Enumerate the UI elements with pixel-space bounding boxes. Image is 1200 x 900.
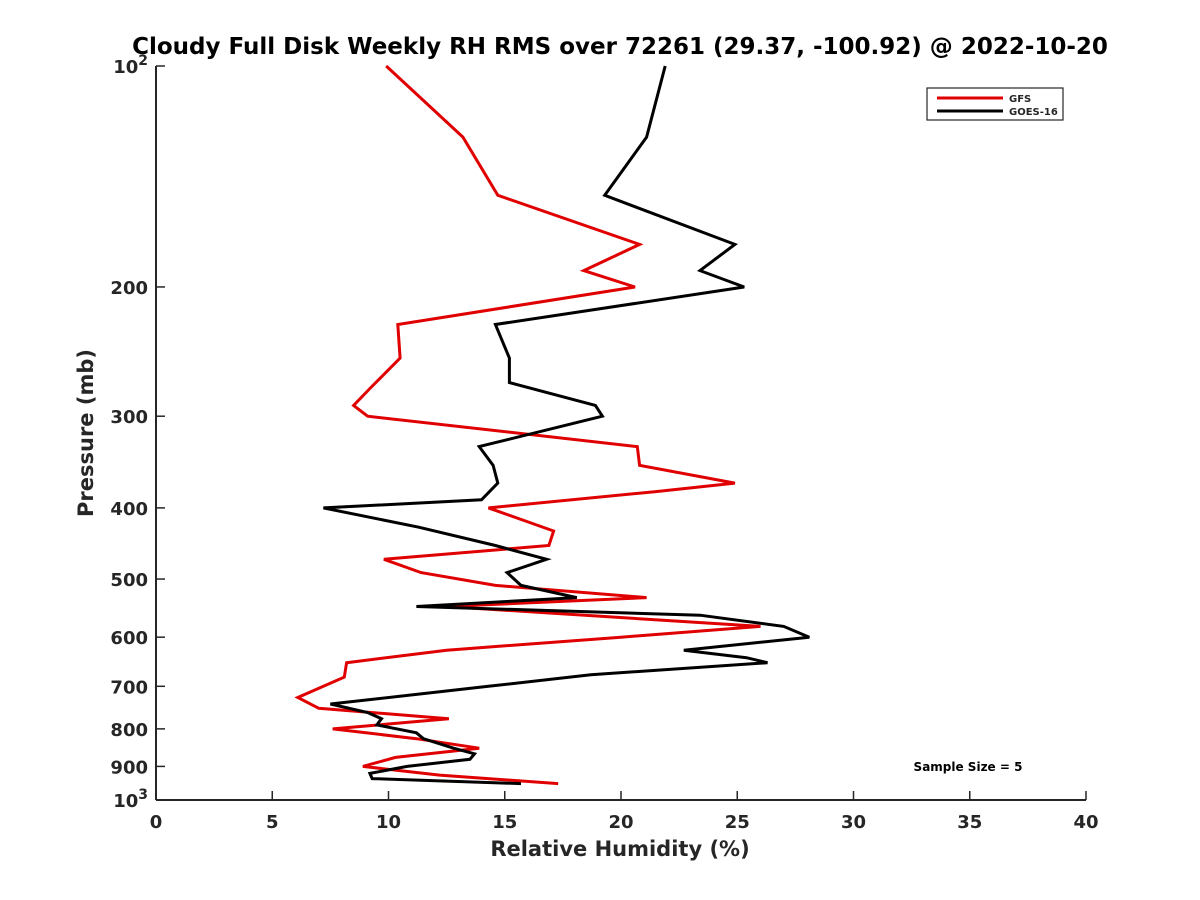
x-tick-label: 30: [841, 812, 866, 833]
y-tick-label: 200: [110, 278, 148, 299]
y-tick-label: 500: [110, 570, 148, 591]
x-tick-label: 25: [725, 812, 750, 833]
legend-label-gfs: GFS: [1009, 94, 1031, 105]
series-line-gfs: [294, 64, 761, 786]
x-tick-label: 20: [608, 812, 633, 833]
y-tick-label: 800: [110, 720, 148, 741]
y-tick-label: 300: [110, 407, 148, 428]
legend-box: [926, 87, 1064, 121]
axes: 0 5 10 15 20 25 30 35 40 102 200 300 400 500 600 700 800…: [110, 53, 1098, 833]
legend: GFS GOES-16: [926, 87, 1064, 121]
y-tick-label: 700: [110, 677, 148, 698]
x-tick-label: 35: [957, 812, 982, 833]
x-axis-label: Relative Humidity (%): [490, 837, 749, 861]
chart-title: Cloudy Full Disk Weekly RH RMS over 7226…: [132, 34, 1108, 60]
y-tick-label: 102: [113, 53, 148, 78]
x-tick-label: 40: [1073, 812, 1098, 833]
sample-size-annotation: Sample Size = 5: [914, 760, 1023, 774]
y-tick-label: 103: [113, 787, 148, 812]
y-tick-label: 600: [110, 628, 148, 649]
x-tick-label: 10: [376, 812, 401, 833]
series-lines: [294, 64, 810, 786]
legend-label-goes-16: GOES-16: [1009, 107, 1058, 118]
y-tick-label: 400: [110, 499, 148, 520]
x-tick-label: 0: [150, 812, 163, 833]
series-line-goes-16: [323, 65, 810, 786]
x-tick-label: 15: [492, 812, 517, 833]
y-axis-label: Pressure (mb): [74, 349, 98, 517]
y-tick-label: 900: [110, 757, 148, 778]
x-tick-label: 5: [266, 812, 279, 833]
